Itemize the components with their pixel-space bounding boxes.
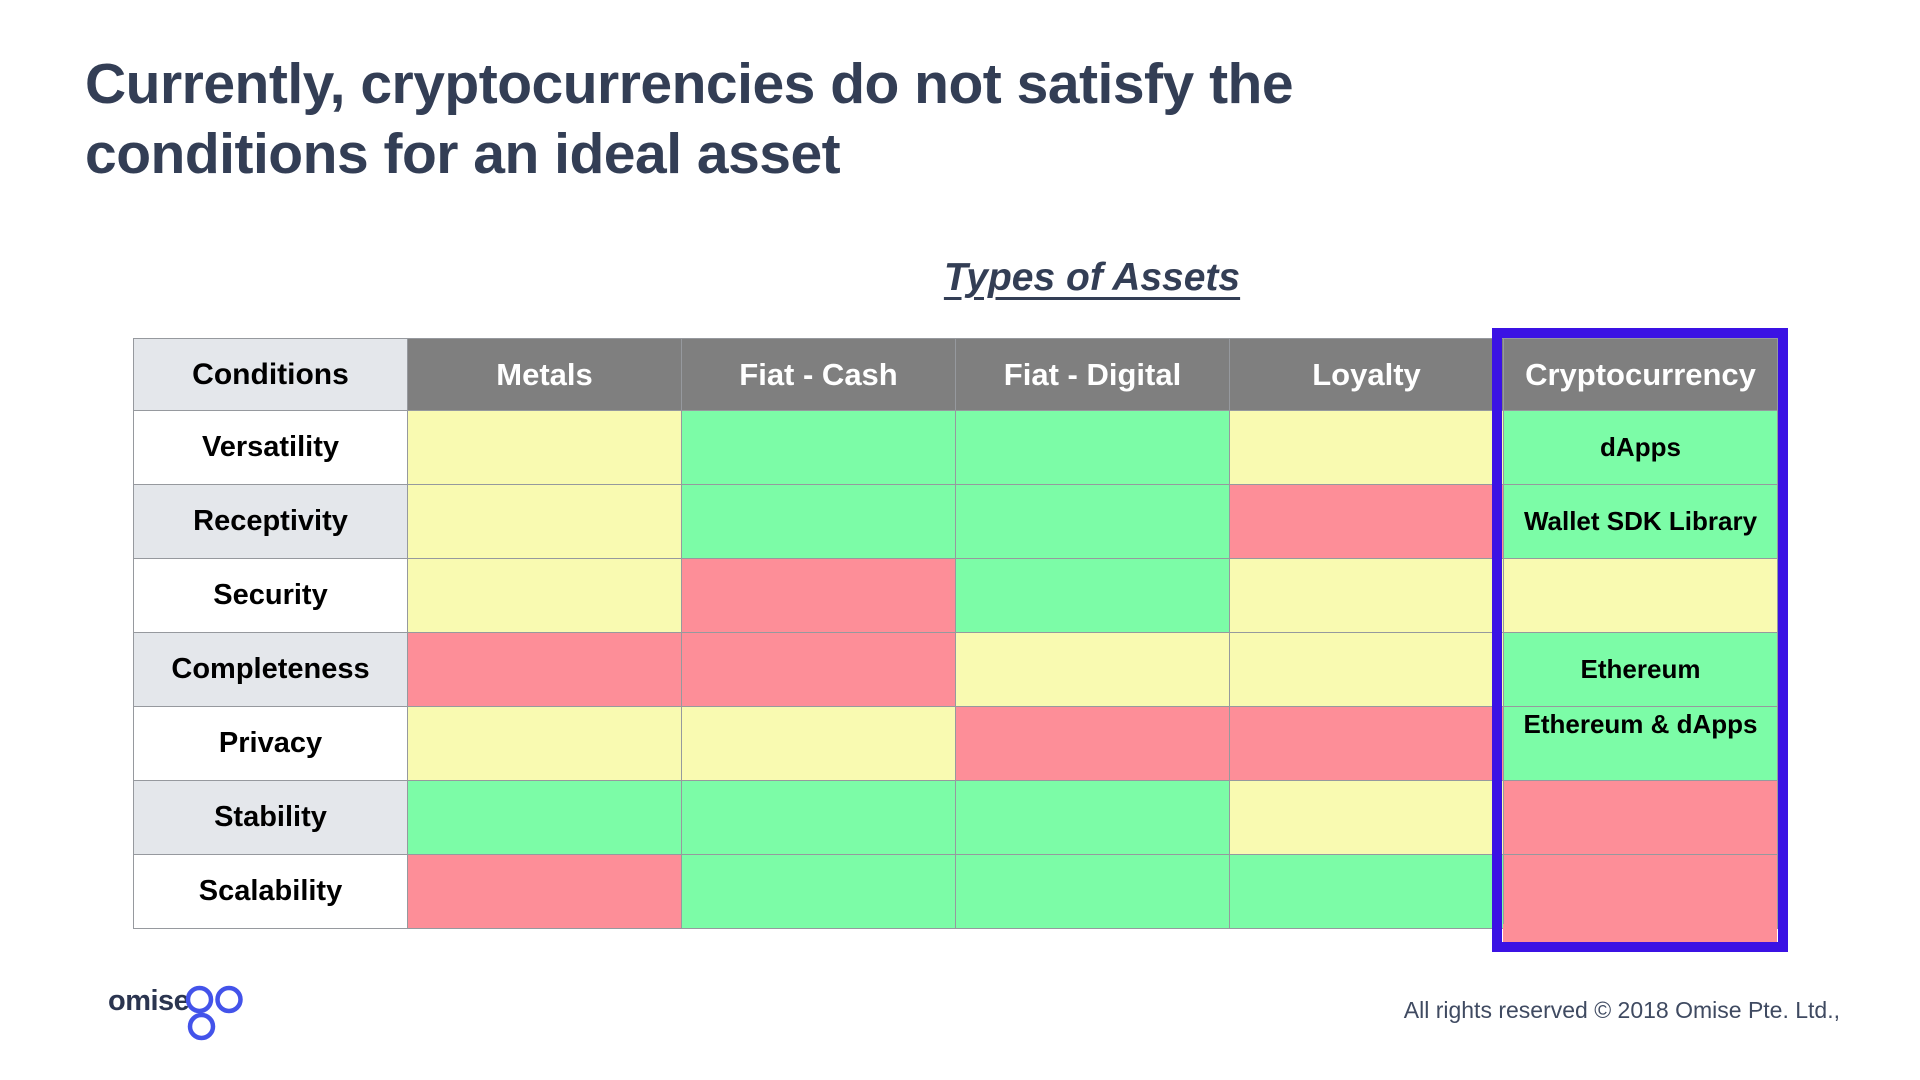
cell-stability-fiat-digital: [955, 780, 1230, 855]
row-label-scalability: Scalability: [133, 854, 408, 929]
cell-stability-metals: [407, 780, 682, 855]
table-row-scalability: Scalability: [133, 854, 1778, 929]
cell-completeness-fiat-cash: [681, 632, 956, 707]
slide-title: Currently, cryptocurrencies do not satis…: [85, 50, 1645, 189]
column-header-fiat-cash: Fiat - Cash: [681, 338, 956, 411]
cell-versatility-loyalty: [1229, 410, 1504, 485]
cell-receptivity-fiat-cash: [681, 484, 956, 559]
cell-security-fiat-cash: [681, 558, 956, 633]
cell-completeness-metals: [407, 632, 682, 707]
cell-receptivity-cryptocurrency: Wallet SDK Library: [1503, 484, 1778, 559]
cell-receptivity-fiat-digital: [955, 484, 1230, 559]
row-label-stability: Stability: [133, 780, 408, 855]
cell-receptivity-metals: [407, 484, 682, 559]
column-header-cryptocurrency: Cryptocurrency: [1503, 338, 1778, 411]
cell-privacy-cryptocurrency: Ethereum & dApps: [1503, 706, 1778, 781]
cell-security-metals: [407, 558, 682, 633]
row-label-completeness: Completeness: [133, 632, 408, 707]
cell-versatility-cryptocurrency: dApps: [1503, 410, 1778, 485]
table-row-privacy: Privacy Ethereum & dApps: [133, 706, 1778, 781]
cryptocurrency-column-filler: [1503, 924, 1777, 944]
cell-scalability-cryptocurrency: [1503, 854, 1778, 929]
slide-title-line1: Currently, cryptocurrencies do not satis…: [85, 52, 1294, 116]
omisego-logo-go-circles-icon: [185, 985, 243, 1041]
cell-versatility-fiat-cash: [681, 410, 956, 485]
cell-privacy-metals: [407, 706, 682, 781]
table-header-row: Conditions Metals Fiat - Cash Fiat - Digita…: [133, 338, 1778, 411]
column-header-metals: Metals: [407, 338, 682, 411]
table-row-versatility: Versatility dApps: [133, 410, 1778, 485]
cell-privacy-loyalty: [1229, 706, 1504, 781]
cell-completeness-fiat-digital: [955, 632, 1230, 707]
table-body: Versatility dApps Receptivity Wallet SDK Li…: [133, 410, 1778, 929]
cell-versatility-metals: [407, 410, 682, 485]
cell-receptivity-loyalty: [1229, 484, 1504, 559]
column-header-loyalty: Loyalty: [1229, 338, 1504, 411]
cell-security-cryptocurrency: [1503, 558, 1778, 633]
cell-privacy-fiat-cash: [681, 706, 956, 781]
table-row-security: Security: [133, 558, 1778, 633]
conditions-corner-header: Conditions: [133, 338, 408, 411]
table-row-receptivity: Receptivity Wallet SDK Library: [133, 484, 1778, 559]
asset-comparison-table: Conditions Metals Fiat - Cash Fiat - Digita…: [133, 338, 1778, 929]
row-label-security: Security: [133, 558, 408, 633]
omisego-logo-text: omise: [108, 985, 190, 1017]
cell-security-loyalty: [1229, 558, 1504, 633]
slide-title-line2: conditions for an ideal asset: [85, 121, 841, 186]
cell-security-fiat-digital: [955, 558, 1230, 633]
cell-stability-cryptocurrency: [1503, 780, 1778, 855]
cell-versatility-fiat-digital: [955, 410, 1230, 485]
cell-scalability-loyalty: [1229, 854, 1504, 929]
table-row-stability: Stability: [133, 780, 1778, 855]
row-label-privacy: Privacy: [133, 706, 408, 781]
cell-completeness-cryptocurrency: Ethereum: [1503, 632, 1778, 707]
types-of-assets-heading: Types of Assets: [943, 256, 1241, 299]
cell-scalability-fiat-cash: [681, 854, 956, 929]
column-header-fiat-digital: Fiat - Digital: [955, 338, 1230, 411]
cell-stability-fiat-cash: [681, 780, 956, 855]
cell-scalability-metals: [407, 854, 682, 929]
copyright-text: All rights reserved © 2018 Omise Pte. Lt…: [1403, 997, 1840, 1023]
cell-privacy-fiat-digital: [955, 706, 1230, 781]
table-row-completeness: Completeness Ethereum: [133, 632, 1778, 707]
cell-stability-loyalty: [1229, 780, 1504, 855]
row-label-versatility: Versatility: [133, 410, 408, 485]
cell-scalability-fiat-digital: [955, 854, 1230, 929]
row-label-receptivity: Receptivity: [133, 484, 408, 559]
cell-completeness-loyalty: [1229, 632, 1504, 707]
